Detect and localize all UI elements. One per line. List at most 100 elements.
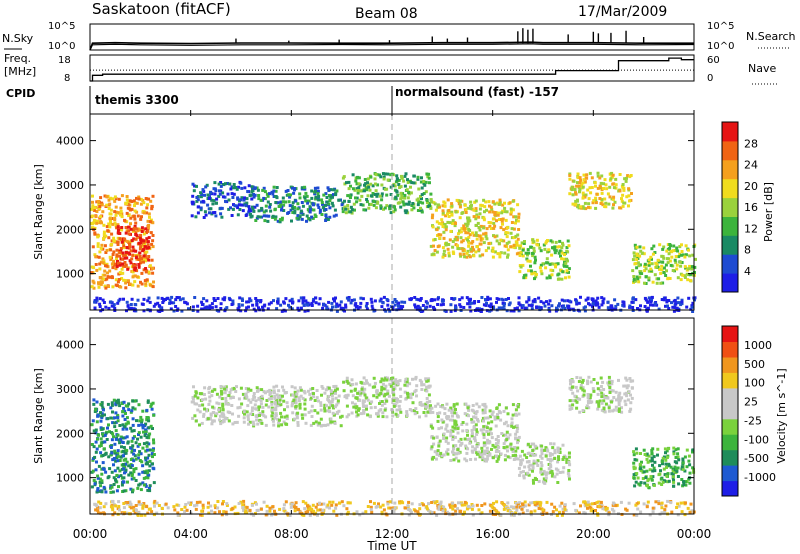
heatmap-cell bbox=[558, 451, 562, 454]
heatmap-cell bbox=[631, 297, 635, 301]
heatmap-cell bbox=[441, 299, 445, 303]
heatmap-cell bbox=[335, 403, 339, 407]
heatmap-cell bbox=[300, 186, 304, 190]
heatmap-cell bbox=[277, 389, 281, 393]
cpid-label: CPID bbox=[6, 87, 35, 100]
heatmap-cell bbox=[425, 199, 429, 202]
heatmap-cell bbox=[90, 285, 94, 289]
heatmap-cell bbox=[437, 427, 441, 431]
heatmap-cell bbox=[120, 238, 123, 242]
heatmap-cell bbox=[373, 193, 377, 196]
heatmap-cell bbox=[436, 245, 440, 249]
heatmap-cell bbox=[423, 183, 427, 187]
heatmap-cell bbox=[104, 305, 108, 309]
heatmap-cell bbox=[562, 263, 566, 267]
heatmap-cell bbox=[252, 422, 256, 426]
heatmap-cell bbox=[208, 399, 212, 403]
heatmap-cell bbox=[532, 249, 536, 253]
heatmap-cell bbox=[136, 235, 140, 239]
heatmap-cell bbox=[228, 182, 232, 186]
heatmap-cell bbox=[515, 430, 519, 434]
heatmap-cell bbox=[367, 206, 371, 210]
heatmap-cell bbox=[270, 402, 274, 406]
heatmap-cell bbox=[517, 435, 521, 439]
heatmap-cell bbox=[296, 423, 300, 427]
heatmap-cell bbox=[463, 203, 467, 207]
heatmap-cell bbox=[566, 306, 570, 310]
heatmap-cell bbox=[123, 237, 127, 241]
heatmap-cell bbox=[144, 458, 148, 462]
heatmap-cell bbox=[91, 458, 95, 462]
heatmap-cell bbox=[582, 393, 586, 397]
heatmap-cell bbox=[126, 421, 130, 425]
heatmap-cell bbox=[133, 201, 137, 205]
heatmap-cell bbox=[606, 396, 610, 400]
heatmap-cell bbox=[483, 449, 486, 453]
heatmap-cell bbox=[124, 226, 128, 229]
heatmap-cell bbox=[202, 412, 206, 416]
heatmap-cell bbox=[526, 442, 530, 446]
heatmap-cell bbox=[557, 458, 561, 461]
heatmap-cell bbox=[487, 242, 491, 245]
heatmap-cell bbox=[404, 377, 408, 381]
heatmap-cell bbox=[222, 419, 226, 423]
heatmap-cell bbox=[264, 403, 268, 407]
heatmap-cell bbox=[200, 421, 204, 425]
heatmap-cell bbox=[233, 204, 237, 208]
heatmap-cell bbox=[90, 207, 94, 211]
heatmap-cell bbox=[608, 195, 612, 199]
heatmap-cell bbox=[140, 513, 143, 517]
heatmap-cell bbox=[501, 203, 505, 207]
heatmap-cell bbox=[178, 298, 182, 302]
heatmap-cell bbox=[555, 508, 558, 512]
heatmap-cell bbox=[353, 188, 357, 192]
heatmap-cell bbox=[118, 285, 121, 288]
heatmap-cell bbox=[207, 511, 211, 515]
heatmap-cell bbox=[348, 194, 352, 198]
heatmap-cell bbox=[377, 409, 381, 413]
heatmap-cell bbox=[365, 188, 369, 192]
heatmap-cell bbox=[334, 213, 338, 217]
heatmap-cell bbox=[114, 267, 118, 271]
heatmap-cell bbox=[249, 193, 253, 197]
heatmap-cell bbox=[136, 214, 140, 218]
heatmap-cell bbox=[678, 245, 682, 249]
heatmap-cell bbox=[579, 504, 582, 508]
heatmap-cell bbox=[623, 201, 627, 205]
heatmap-cell bbox=[467, 414, 470, 418]
heatmap-cell bbox=[601, 203, 605, 207]
heatmap-cell bbox=[347, 199, 351, 203]
heatmap-cell bbox=[512, 458, 516, 461]
heatmap-cell bbox=[556, 277, 560, 281]
heatmap-cell bbox=[231, 412, 234, 416]
heatmap-cell bbox=[546, 261, 550, 265]
heatmap-cell bbox=[131, 490, 134, 494]
heatmap-cell bbox=[514, 449, 518, 453]
heatmap-cell bbox=[584, 207, 588, 211]
heatmap-cell bbox=[548, 309, 552, 313]
heatmap-cell bbox=[139, 261, 143, 265]
heatmap-cell bbox=[111, 266, 115, 270]
heatmap-cell bbox=[647, 278, 651, 282]
heatmap-cell bbox=[175, 296, 179, 299]
heatmap-cell bbox=[567, 455, 571, 459]
heatmap-cell bbox=[99, 484, 102, 488]
heatmap-cell bbox=[378, 299, 382, 303]
heatmap-cell bbox=[539, 300, 543, 304]
heatmap-cell bbox=[116, 419, 120, 423]
heatmap-cell bbox=[312, 421, 316, 425]
heatmap-cell bbox=[134, 266, 137, 270]
colorbar-tick-label: 12 bbox=[744, 222, 758, 235]
heatmap-cell bbox=[456, 448, 460, 452]
heatmap-cell bbox=[530, 272, 534, 276]
heatmap-cell bbox=[145, 418, 149, 422]
heatmap-cell bbox=[527, 298, 531, 302]
heatmap-cell bbox=[134, 303, 138, 307]
heatmap-cell bbox=[146, 240, 150, 244]
heatmap-cell bbox=[556, 450, 560, 454]
heatmap-cell bbox=[373, 405, 377, 409]
heatmap-cell bbox=[192, 504, 196, 508]
heatmap-cell bbox=[353, 303, 357, 307]
heatmap-cell bbox=[99, 437, 103, 441]
heatmap-cell bbox=[437, 221, 441, 225]
